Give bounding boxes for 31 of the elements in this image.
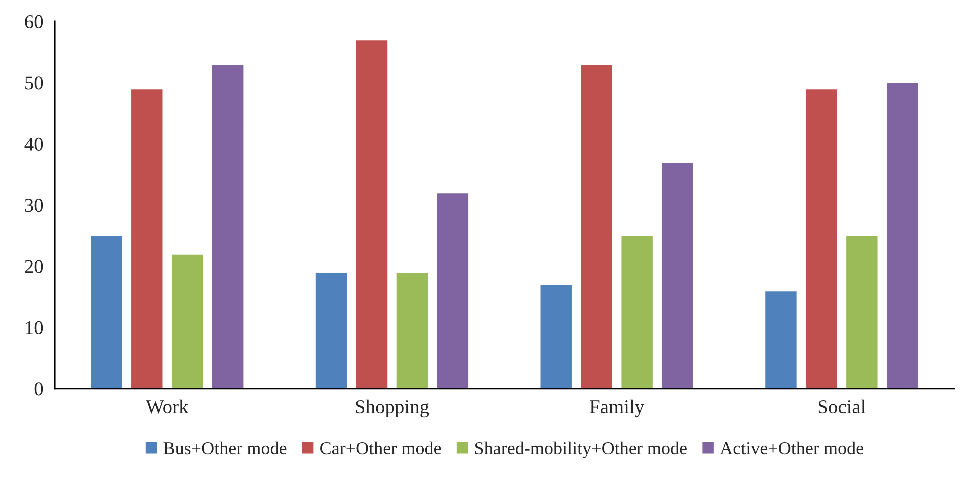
bar	[436, 192, 470, 389]
x-tick-label: Shopping	[356, 400, 430, 418]
legend-label: Car+Other mode	[320, 442, 442, 455]
bar	[660, 162, 695, 389]
bar	[130, 88, 164, 389]
legend-label: Active+Other mode	[720, 442, 864, 455]
bar	[539, 284, 574, 389]
bar	[395, 272, 430, 389]
x-tick-label: Work	[146, 400, 189, 414]
bar	[580, 64, 614, 389]
bar	[354, 39, 389, 389]
bar	[170, 253, 205, 389]
y-tick-label: 60	[25, 15, 44, 29]
bar	[90, 235, 124, 389]
legend-label: Bus+Other mode	[164, 442, 287, 455]
y-tick-label: 30	[25, 199, 44, 212]
y-tick-label: 0	[34, 382, 44, 396]
bar	[620, 235, 654, 389]
y-tick-label: 10	[26, 321, 44, 335]
bar	[845, 235, 880, 389]
bar	[211, 64, 246, 389]
bar	[804, 88, 839, 389]
x-tick-label: Social	[818, 400, 866, 414]
bar	[314, 272, 349, 389]
y-tick-label: 50	[26, 76, 44, 90]
legend-label: Shared-mobility+Other mode	[475, 442, 687, 458]
y-tick-label: 20	[25, 260, 44, 274]
x-tick-label: Family	[590, 400, 645, 418]
bar	[764, 290, 798, 389]
bar	[886, 82, 920, 389]
y-tick-label: 40	[24, 138, 44, 151]
